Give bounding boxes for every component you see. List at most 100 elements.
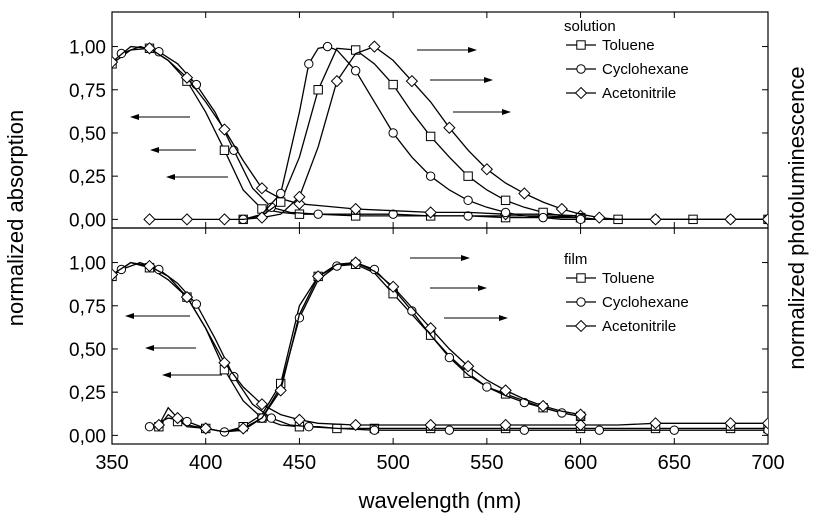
x-tick-label: 700: [751, 452, 784, 474]
data-point: [669, 425, 679, 435]
data-point: [594, 425, 605, 435]
data-point: [424, 322, 437, 335]
legend-marker: [576, 64, 586, 74]
data-point: [171, 411, 184, 425]
data-point: [388, 79, 398, 90]
y-tick-label: 0,75: [69, 81, 106, 102]
data-point: [443, 121, 456, 134]
y-axis-label-right: normalized photoluminescence: [784, 66, 809, 369]
y-tick-label: 1,00: [69, 38, 106, 59]
legend-item-label: Acetonitrile: [602, 318, 676, 335]
legend-item-label: Toluene: [602, 270, 655, 287]
x-tick-label: 400: [189, 452, 222, 474]
data-point: [518, 187, 531, 200]
data-point: [313, 209, 323, 219]
arrowhead: [484, 77, 493, 83]
series-acetonitrile-photoluminescence: [143, 40, 768, 226]
data-point: [368, 40, 381, 53]
panel-top: 0,00 0,25 0,50 0,75 1,00 solution Toluene Cyclo…: [69, 11, 769, 231]
legend-item-label: Toluene: [602, 37, 655, 54]
legend-marker: [576, 40, 586, 50]
arrowhead: [461, 255, 470, 261]
series-acetonitrile-absorption: [112, 42, 587, 223]
data-point: [255, 211, 269, 224]
data-point: [237, 422, 250, 435]
data-point: [349, 202, 362, 216]
series-line: [158, 263, 581, 433]
data-point: [499, 384, 512, 397]
data-point: [218, 123, 231, 136]
y-tick-label: 0,00: [69, 426, 106, 447]
legend-marker: [576, 273, 586, 283]
legend-item-label: Cyclohexane: [602, 294, 689, 311]
series-line: [121, 45, 581, 219]
data-point: [349, 418, 362, 432]
legend: solution Toluene Cyclohexane Acetonitrile: [564, 18, 689, 102]
data-point: [180, 213, 194, 226]
series-acetonitrile-photoluminescence: [152, 256, 587, 435]
data-point: [575, 214, 586, 225]
arrowhead: [125, 313, 134, 319]
data-point: [304, 422, 314, 432]
data-point: [724, 417, 737, 430]
data-point: [555, 202, 568, 216]
data-point: [266, 413, 277, 423]
legend-title: solution: [564, 18, 616, 35]
x-tick-label: 550: [470, 452, 503, 474]
data-point: [536, 399, 550, 413]
data-point: [191, 79, 202, 90]
data-point: [463, 211, 473, 221]
data-point: [424, 418, 437, 432]
plot-frame: [111, 11, 769, 229]
x-tick-label: 650: [658, 452, 691, 474]
data-point: [724, 213, 737, 226]
data-point: [218, 213, 231, 226]
data-point: [350, 66, 361, 76]
data-point: [312, 270, 325, 283]
data-point: [574, 408, 587, 421]
arrowhead: [502, 109, 511, 115]
x-tick-label: 350: [95, 452, 128, 474]
legend-title: film: [564, 251, 587, 268]
data-point: [112, 268, 119, 281]
data-point: [386, 280, 400, 293]
data-point: [143, 42, 156, 55]
data-point: [444, 352, 455, 363]
data-point: [294, 209, 305, 219]
arrowhead: [145, 345, 154, 351]
data-point: [293, 413, 306, 426]
data-point: [229, 371, 239, 382]
y-tick-label: 0,25: [69, 383, 106, 404]
data-point: [649, 213, 662, 226]
legend-item-label: Acetonitrile: [602, 85, 676, 102]
data-point: [405, 74, 419, 88]
arrowhead: [130, 114, 139, 120]
data-point: [330, 74, 344, 88]
y-tick-label: 0,00: [69, 210, 106, 231]
data-point: [293, 190, 306, 204]
data-point: [761, 417, 768, 430]
series-cyclohexane-photoluminescence: [144, 261, 586, 437]
legend-marker: [576, 297, 586, 307]
legend-marker: [574, 319, 588, 333]
y-tick-label: 1,00: [69, 254, 106, 275]
data-point: [304, 59, 314, 69]
data-point: [218, 356, 231, 369]
data-point: [649, 417, 662, 430]
panel-bottom: 0,00 0,25 0,50 0,75 1,00 350 400 450 500 550 600 65…: [69, 227, 785, 474]
data-point: [143, 259, 156, 273]
data-point: [275, 197, 286, 207]
y-tick-label: 0,50: [69, 124, 106, 145]
data-point: [152, 418, 166, 432]
legend: film Toluene Cyclohexane Acetonitrile: [564, 251, 689, 335]
data-point: [255, 182, 269, 195]
data-point: [369, 425, 380, 435]
series-line: [158, 261, 581, 433]
plot-frame: [111, 227, 769, 445]
arrowhead: [150, 147, 159, 153]
data-point: [219, 145, 230, 155]
data-point: [500, 207, 511, 218]
data-point: [388, 128, 398, 138]
legend-item-label: Cyclohexane: [602, 61, 689, 78]
y-tick-label: 0,75: [69, 297, 106, 318]
